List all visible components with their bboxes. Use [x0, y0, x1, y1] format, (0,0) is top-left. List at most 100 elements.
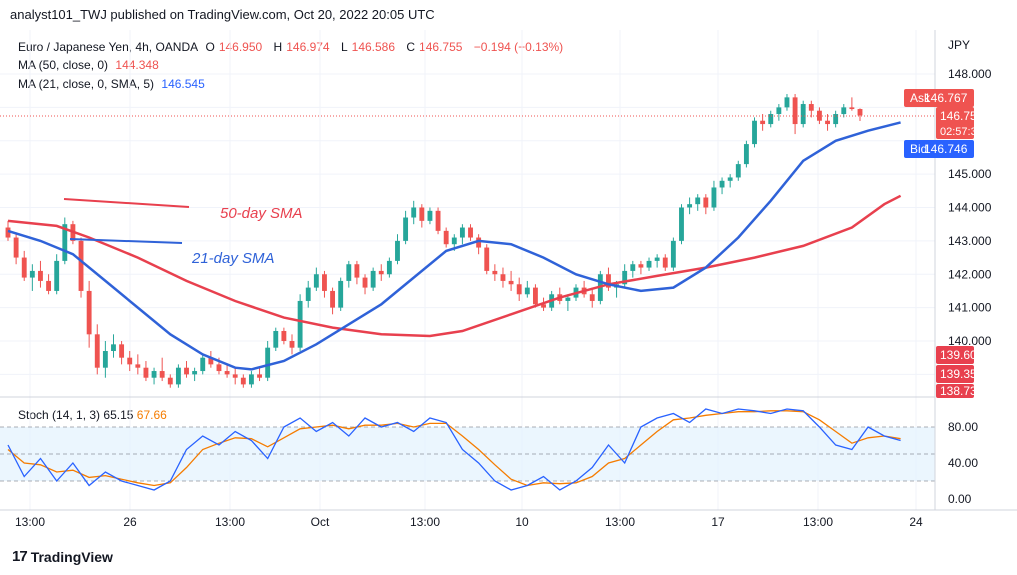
- ma50-value: 144.348: [115, 58, 159, 72]
- last-price-value: 146.755: [940, 109, 984, 123]
- candle-body: [54, 260, 60, 291]
- ask-tag: [904, 89, 974, 107]
- candle-body: [435, 210, 441, 231]
- time-tick-label: 13:00: [410, 515, 440, 529]
- symbol-name[interactable]: Euro / Japanese Yen, 4h, OANDA: [18, 40, 199, 54]
- candle-body: [451, 237, 457, 245]
- annotation-line-sma50: [63, 198, 190, 208]
- price-tick-label: 143.000: [948, 234, 992, 248]
- price-tick-label: 145.000: [948, 167, 992, 181]
- candle-body: [703, 197, 709, 208]
- price-chart[interactable]: 50-day SMA 21-day SMA JPY 140.000 141.000…: [0, 0, 1017, 540]
- ask-label: Ask: [910, 91, 931, 105]
- close-label: C: [406, 40, 416, 54]
- candle-body: [792, 97, 798, 125]
- candle-body: [192, 371, 198, 375]
- candle-body: [654, 257, 660, 261]
- candle-body: [459, 227, 465, 238]
- price-axis-labels[interactable]: 140.000 141.000 142.000 143.000 144.000 145.0…: [948, 67, 992, 506]
- candle-body: [541, 304, 546, 308]
- ma21-legend[interactable]: MA (21, close, 0, SMA, 5) 146.545: [18, 77, 209, 91]
- bid-label: Bid: [910, 142, 927, 156]
- annotation-sma21: 21-day SMA: [191, 250, 275, 267]
- candle-body: [62, 224, 68, 261]
- candle-body: [386, 260, 392, 275]
- candle-body: [265, 347, 271, 378]
- time-axis-labels[interactable]: 13:00 26 13:00 Oct 13:00 10 13:00 17 13:00 24: [15, 515, 923, 529]
- low-label: L: [340, 40, 348, 54]
- stoch-legend[interactable]: Stoch (14, 1, 3) 65.15 67.66: [18, 408, 167, 422]
- time-tick-label: 13:00: [605, 515, 635, 529]
- candle-body: [768, 114, 774, 125]
- price-tick-label: 141.000: [948, 301, 992, 315]
- axes: JPY: [0, 30, 1017, 511]
- candle-body: [630, 264, 636, 271]
- candle-body: [94, 334, 100, 368]
- currency-label: JPY: [948, 38, 970, 52]
- close-value: 146.755: [419, 40, 463, 54]
- candle-body: [841, 107, 847, 115]
- candle-body: [849, 107, 855, 110]
- candle-body: [492, 270, 498, 275]
- candle-body: [508, 280, 514, 285]
- candle-body: [159, 371, 165, 378]
- candle-body: [808, 104, 814, 111]
- candle-body: [524, 287, 530, 295]
- price-tag-2-value: 139.355: [940, 367, 984, 381]
- candle-body: [800, 104, 806, 125]
- candles: [5, 94, 863, 388]
- time-tick-label: 10: [515, 515, 529, 529]
- time-tick-label: 13:00: [803, 515, 833, 529]
- stoch-tick-label: 0.00: [948, 492, 972, 506]
- candle-body: [468, 227, 473, 238]
- candle-body: [200, 357, 206, 372]
- candle-body: [127, 357, 133, 365]
- ma50-legend[interactable]: MA (50, close, 0) 144.348: [18, 58, 163, 72]
- change-value: −0.194 (−0.13%): [473, 40, 564, 54]
- candle-body: [825, 120, 830, 125]
- candle-body: [21, 257, 27, 278]
- candle-body: [216, 364, 222, 372]
- candle-body: [395, 240, 400, 261]
- candle-body: [5, 227, 11, 238]
- price-tag-3: [936, 384, 974, 398]
- candle-body: [175, 367, 181, 385]
- candle-body: [46, 280, 52, 291]
- last-price-tag: [936, 107, 974, 139]
- candle-body: [232, 374, 238, 378]
- candle-body: [322, 274, 327, 291]
- candle-body: [370, 270, 376, 288]
- candle-body: [687, 204, 693, 208]
- candle-body: [662, 257, 668, 268]
- candle-body: [167, 377, 173, 385]
- candle-body: [224, 371, 230, 375]
- candle-body: [857, 109, 863, 116]
- candle-body: [13, 237, 19, 258]
- annotations: 50-day SMA 21-day SMA: [63, 198, 303, 267]
- candle-body: [695, 197, 701, 205]
- time-tick-label: 17: [711, 515, 725, 529]
- candle-body: [240, 377, 246, 385]
- candle-body: [679, 207, 684, 241]
- bid-value: 146.746: [924, 142, 968, 156]
- stoch-d-value: 67.66: [136, 408, 167, 422]
- tradingview-footer[interactable]: 17 TradingView: [12, 548, 113, 565]
- candle-body: [443, 230, 449, 245]
- low-value: 146.586: [351, 40, 396, 54]
- candle-body: [532, 287, 538, 305]
- ma21-line: [7, 121, 901, 371]
- tradingview-logo-icon: 17: [12, 548, 28, 565]
- ask-value: 146.767: [924, 91, 968, 105]
- time-tick-label: 13:00: [215, 515, 245, 529]
- candle-body: [248, 374, 254, 385]
- candle-body: [776, 107, 782, 115]
- candle-body: [711, 187, 717, 208]
- candle-body: [119, 344, 125, 358]
- candle-body: [784, 97, 790, 108]
- candle-body: [281, 330, 287, 341]
- candle-body: [143, 367, 149, 378]
- candle-body: [362, 277, 368, 288]
- candle-body: [313, 274, 319, 288]
- candle-body: [208, 357, 214, 365]
- stoch-d-line: [7, 410, 901, 487]
